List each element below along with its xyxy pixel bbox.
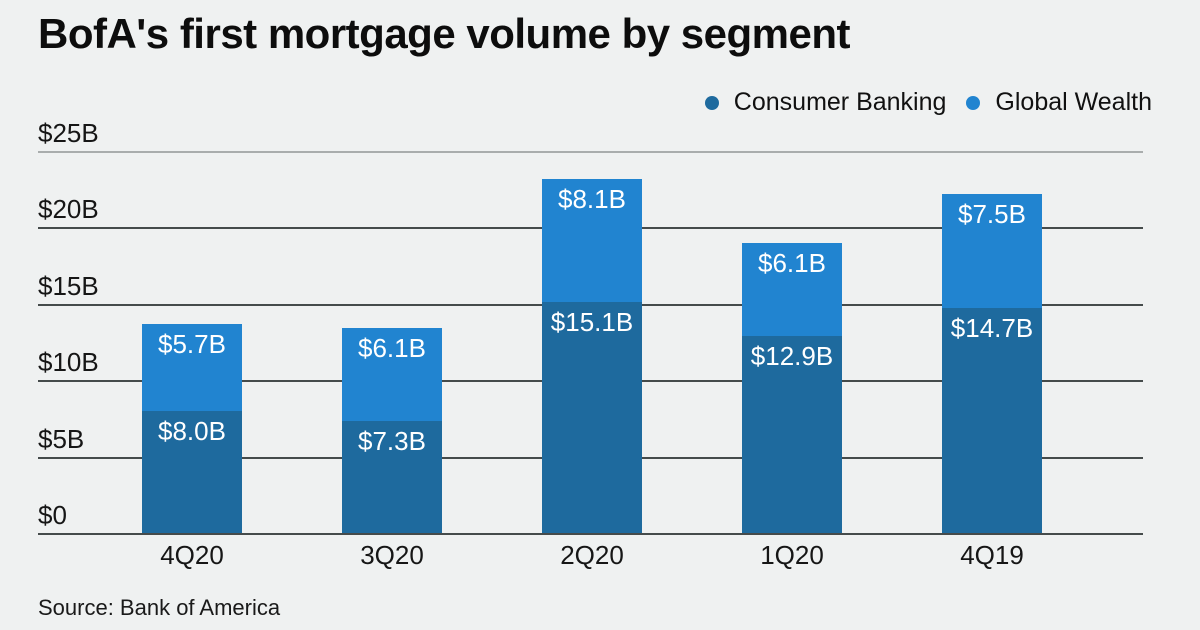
gridline--0	[38, 533, 1143, 535]
bar-segment-global-wealth-2q20: $8.1B	[542, 178, 642, 303]
legend: Consumer Banking Global Wealth	[704, 88, 1152, 117]
y-axis-tick-label: $20B	[38, 194, 99, 225]
x-axis-category-label: 4Q20	[160, 540, 224, 570]
chart-title: BofA's first mortgage volume by segment	[38, 10, 850, 57]
bar-value-label: $8.0B	[158, 415, 226, 446]
y-axis-tick-label: $5B	[38, 423, 85, 454]
x-axis-category-label: 3Q20	[360, 540, 424, 570]
gridline--25b	[38, 151, 1143, 153]
bar-value-label: $6.1B	[358, 333, 426, 364]
legend-dot-consumer-banking-icon	[704, 95, 719, 110]
bar-value-label: $15.1B	[550, 307, 634, 338]
x-axis-category-label: 4Q19	[960, 540, 1024, 570]
bar-segment-consumer-banking-3q20: $7.3B	[342, 421, 442, 533]
bar-value-label: $14.7B	[950, 313, 1034, 344]
bar-value-label: $7.3B	[358, 426, 426, 457]
bar-segment-consumer-banking-4q19: $14.7B	[942, 308, 1042, 533]
bar-segment-global-wealth-1q20: $6.1B	[742, 242, 842, 336]
y-axis-tick-label: $0	[38, 500, 67, 530]
bar-segment-global-wealth-3q20: $6.1B	[342, 328, 442, 422]
bar-segment-consumer-banking-1q20: $12.9B	[742, 335, 842, 533]
legend-item-global-wealth: Global Wealth	[966, 88, 1152, 117]
legend-item-consumer-banking: Consumer Banking	[704, 88, 947, 117]
bar-segment-consumer-banking-4q20: $8.0B	[142, 410, 242, 533]
bar-segment-consumer-banking-2q20: $15.1B	[542, 302, 642, 533]
legend-label-global-wealth: Global Wealth	[995, 88, 1152, 116]
y-axis-tick-label: $10B	[38, 347, 99, 378]
x-axis-category-label: 2Q20	[560, 540, 624, 570]
x-axis-category-label: 1Q20	[760, 540, 824, 570]
legend-label-consumer-banking: Consumer Banking	[733, 88, 947, 116]
bar-value-label: $6.1B	[758, 247, 826, 278]
source-note: Source: Bank of America	[38, 595, 281, 620]
bar-value-label: $5.7B	[158, 328, 226, 359]
bar-segment-global-wealth-4q20: $5.7B	[142, 323, 242, 411]
bar-value-label: $7.5B	[958, 198, 1026, 229]
bar-value-label: $12.9B	[750, 340, 834, 371]
legend-dot-global-wealth-icon	[966, 95, 981, 110]
y-axis-tick-label: $25B	[38, 118, 99, 148]
bar-segment-global-wealth-4q19: $7.5B	[942, 193, 1042, 309]
y-axis-tick-label: $15B	[38, 270, 99, 301]
bar-value-label: $8.1B	[558, 183, 626, 214]
